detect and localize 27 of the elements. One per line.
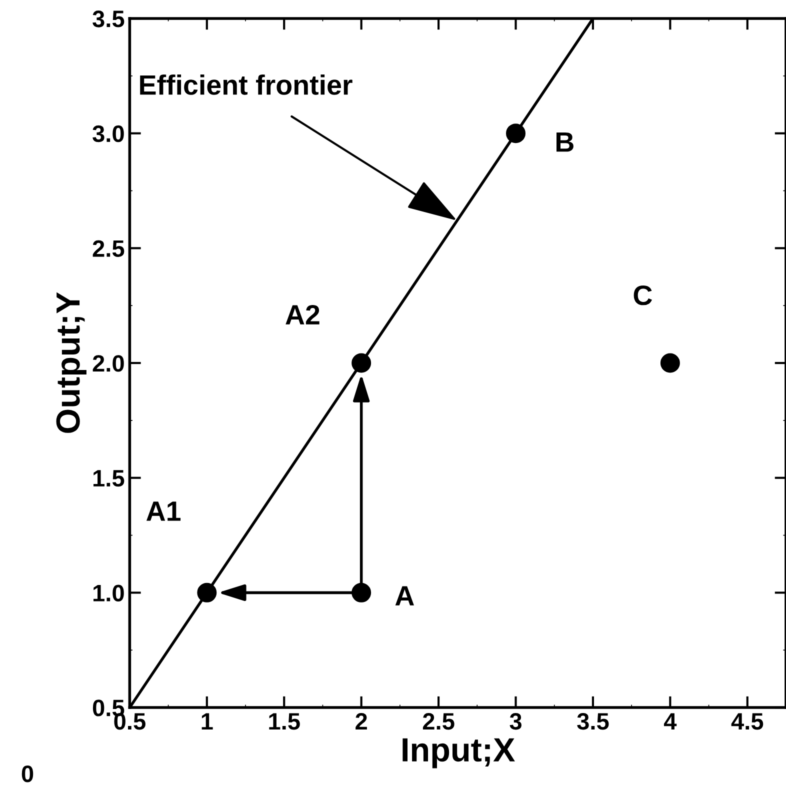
x-tick-label: 4 — [664, 713, 677, 730]
y-tick-label: 2.5 — [92, 240, 124, 257]
x-axis-title: Input;X — [402, 738, 515, 768]
point — [352, 353, 372, 373]
y-tick-label: 3.5 — [92, 10, 124, 28]
y-tick-label: 1.0 — [93, 584, 124, 602]
annotation: B — [556, 132, 574, 152]
text: 0 — [22, 765, 34, 782]
x-tick-label: 2.5 — [422, 713, 454, 730]
annotation: Efficient frontier — [140, 74, 352, 95]
y-tick-label: 2.0 — [92, 355, 124, 372]
point — [506, 124, 526, 144]
x-tick-label: 3.5 — [577, 713, 609, 730]
annotation: C — [634, 286, 652, 306]
x-tick-label: 4.5 — [731, 713, 764, 730]
y-tick-label: 3.0 — [92, 125, 124, 142]
x-tick-label: 1.5 — [269, 713, 300, 730]
x-tick-label: 3 — [510, 713, 522, 730]
y-tick-label: 1.5 — [93, 470, 124, 487]
annotation: A — [395, 586, 414, 606]
annotation: A2 — [286, 304, 320, 324]
annotation: A1 — [146, 502, 181, 521]
y-axis-title: Output;Y — [56, 292, 86, 433]
x-tick-label: 2 — [356, 713, 367, 730]
x-tick-label: 1 — [202, 713, 213, 730]
point — [660, 353, 680, 373]
point — [197, 582, 217, 602]
